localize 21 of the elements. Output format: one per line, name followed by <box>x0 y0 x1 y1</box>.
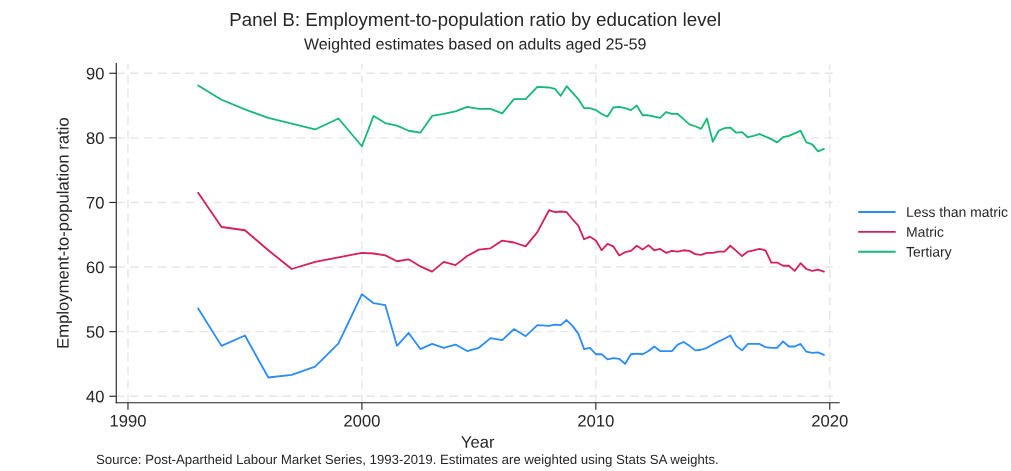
y-tick-label: 80 <box>86 132 104 145</box>
legend-label: Less than matric <box>907 206 1008 217</box>
x-tick-label: 2010 <box>578 414 614 427</box>
legend-label: Matric <box>907 226 944 237</box>
y-tick-label: 70 <box>86 196 104 209</box>
line-series <box>197 191 825 273</box>
y-tick-label: 90 <box>86 67 104 80</box>
x-tick-label: 2020 <box>812 414 848 427</box>
x-tick-label: 2000 <box>344 414 380 427</box>
y-axis-title: Employment-to-population ratio <box>56 118 73 348</box>
legend-label: Tertiary <box>906 246 952 260</box>
x-axis-title: Year <box>461 436 495 448</box>
line-series <box>197 293 825 379</box>
x-tick-label: 1990 <box>110 414 146 427</box>
y-tick-label: 40 <box>86 390 104 403</box>
source-note: Source: Post-Apartheid Labour Market Series, 1993-2019. Estimates are weighted using Stats SA weights. <box>96 454 718 467</box>
chart-subtitle: Weighted estimates based on adults aged 25-59 <box>304 37 646 53</box>
line-series <box>197 84 825 153</box>
chart-title: Panel B: Employment-to-population ratio by education level <box>230 12 720 30</box>
y-tick-label: 60 <box>86 261 104 274</box>
y-tick-label: 50 <box>86 326 104 338</box>
